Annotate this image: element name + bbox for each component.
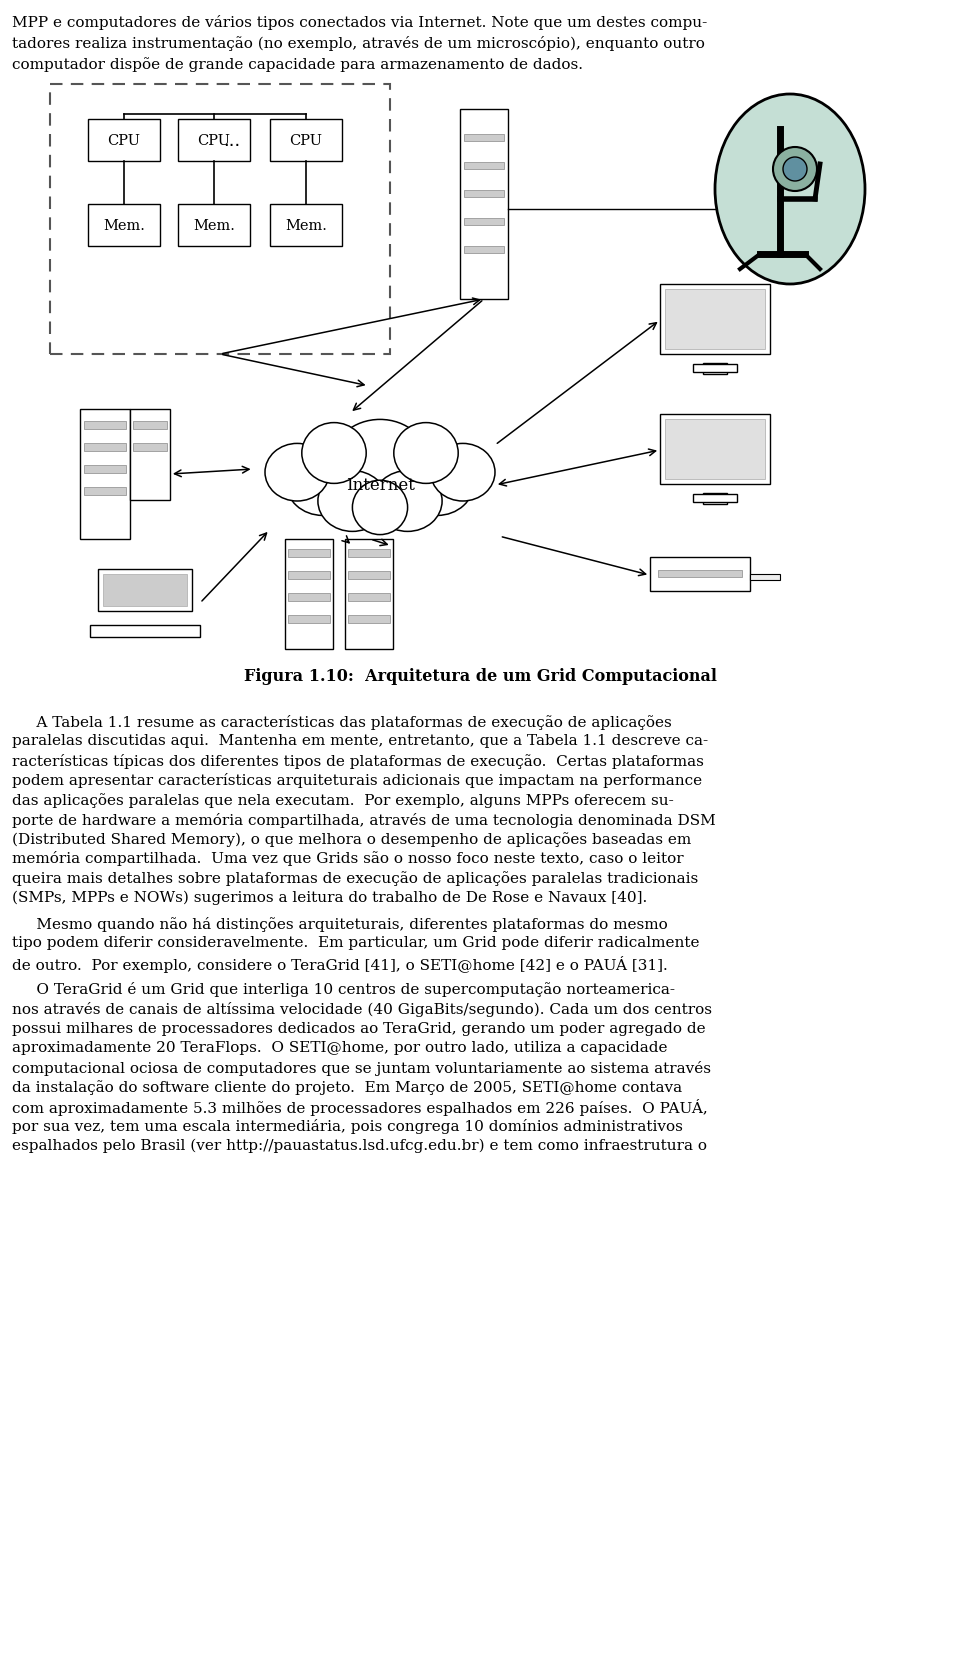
Bar [132, 443, 167, 452]
Text: ...: ... [224, 132, 241, 151]
Ellipse shape [400, 448, 474, 515]
Text: Mem.: Mem. [193, 219, 235, 233]
Text: paralelas discutidas aqui.  Mantenha em mente, entretanto, que a Tabela 1.1 desc: paralelas discutidas aqui. Mantenha em m… [12, 734, 708, 748]
Bar [464, 248, 504, 254]
Bar [270, 204, 342, 248]
Text: MPP e computadores de vários tipos conectados via Internet. Note que um destes c: MPP e computadores de vários tipos conec… [12, 15, 708, 30]
Text: computacional ociosa de computadores que se juntam voluntariamente ao sistema at: computacional ociosa de computadores que… [12, 1061, 711, 1074]
Bar [703, 365, 727, 375]
Text: CPU: CPU [108, 134, 140, 147]
Text: CPU: CPU [198, 134, 230, 147]
Bar [665, 289, 765, 350]
Text: A Tabela 1.1 resume as características das plataformas de execução de aplicações: A Tabela 1.1 resume as características d… [12, 714, 672, 729]
Text: (Distributed Shared Memory), o que melhora o desempenho de aplicações baseadas e: (Distributed Shared Memory), o que melho… [12, 831, 691, 847]
Text: de outro.  Por exemplo, considere o TeraGrid [41], o SETI@home [42] e o PAUÁ [31: de outro. Por exemplo, considere o TeraG… [12, 955, 668, 972]
Bar [660, 284, 770, 355]
Text: O TeraGrid é um Grid que interliga 10 centros de supercomputação norteamerica-: O TeraGrid é um Grid que interliga 10 ce… [12, 982, 675, 997]
Bar [750, 576, 780, 581]
Text: das aplicações paralelas que nela executam.  Por exemplo, alguns MPPs oferecem s: das aplicações paralelas que nela execut… [12, 793, 674, 808]
Text: da instalação do software cliente do projeto.  Em Março de 2005, SETI@home conta: da instalação do software cliente do pro… [12, 1079, 683, 1094]
Text: Mem.: Mem. [285, 219, 327, 233]
Text: Mem.: Mem. [103, 219, 145, 233]
Circle shape [783, 157, 807, 182]
Circle shape [773, 147, 817, 192]
Ellipse shape [715, 95, 865, 284]
Bar [464, 136, 504, 142]
Bar [178, 204, 250, 248]
Bar [464, 191, 504, 197]
Bar [84, 443, 126, 452]
Bar [288, 616, 330, 624]
Text: espalhados pelo Brasil (ver http://pauastatus.lsd.ufcg.edu.br) e tem como infrae: espalhados pelo Brasil (ver http://pauas… [12, 1138, 707, 1153]
Bar [660, 415, 770, 485]
Text: racterísticas típicas dos diferentes tipos de plataformas de execução.  Certas p: racterísticas típicas dos diferentes tip… [12, 753, 704, 768]
Bar [345, 540, 393, 649]
Bar [464, 219, 504, 226]
Text: Mesmo quando não há distinções arquiteturais, diferentes plataformas do mesmo: Mesmo quando não há distinções arquitetu… [12, 917, 668, 932]
Ellipse shape [301, 423, 366, 483]
Bar [693, 495, 737, 502]
Bar [90, 626, 200, 637]
Bar [650, 557, 750, 592]
Bar [288, 594, 330, 602]
Bar [464, 162, 504, 171]
Text: Figura 1.10:  Arquitetura de um Grid Computacional: Figura 1.10: Arquitetura de um Grid Comp… [244, 668, 716, 684]
Bar [348, 572, 390, 579]
Ellipse shape [352, 480, 408, 535]
Text: tadores realiza instrumentação (no exemplo, através de um microscópio), enquanto: tadores realiza instrumentação (no exemp… [12, 37, 705, 50]
Ellipse shape [373, 472, 443, 532]
Bar [130, 410, 170, 500]
Text: tipo podem diferir consideravelmente.  Em particular, um Grid pode diferir radic: tipo podem diferir consideravelmente. Em… [12, 935, 700, 950]
Bar [288, 550, 330, 557]
Bar [103, 574, 187, 607]
Bar [348, 550, 390, 557]
Bar [693, 365, 737, 373]
Bar [665, 420, 765, 480]
Text: computador dispõe de grande capacidade para armazenamento de dados.: computador dispõe de grande capacidade p… [12, 57, 583, 72]
Text: CPU: CPU [290, 134, 323, 147]
Text: com aproximadamente 5.3 milhões de processadores espalhados em 226 países.  O PA: com aproximadamente 5.3 milhões de proce… [12, 1099, 708, 1116]
Text: Internet: Internet [346, 477, 415, 494]
Ellipse shape [265, 443, 329, 502]
Bar [80, 410, 130, 540]
Ellipse shape [431, 443, 495, 502]
Bar [50, 85, 390, 355]
Bar [84, 465, 126, 473]
Bar [285, 540, 333, 649]
Bar [348, 594, 390, 602]
Text: por sua vez, tem uma escala intermediária, pois congrega 10 domínios administrat: por sua vez, tem uma escala intermediári… [12, 1118, 683, 1133]
Bar [178, 120, 250, 162]
Bar [84, 422, 126, 430]
Bar [84, 489, 126, 495]
Bar [348, 616, 390, 624]
Text: queira mais detalhes sobre plataformas de execução de aplicações paralelas tradi: queira mais detalhes sobre plataformas d… [12, 870, 698, 885]
Bar [460, 110, 508, 299]
Bar [658, 570, 742, 577]
Bar [270, 120, 342, 162]
Bar [132, 422, 167, 430]
Text: porte de hardware a memória compartilhada, através de uma tecnologia denominada : porte de hardware a memória compartilhad… [12, 811, 716, 826]
Ellipse shape [286, 448, 359, 515]
Text: nos através de canais de altíssima velocidade (40 GigaBits/segundo). Cada um dos: nos através de canais de altíssima veloc… [12, 1002, 712, 1017]
Ellipse shape [332, 420, 428, 504]
Bar [88, 204, 160, 248]
Bar [98, 570, 192, 612]
Ellipse shape [394, 423, 458, 483]
Bar [88, 120, 160, 162]
Bar [703, 494, 727, 505]
Text: aproximadamente 20 TeraFlops.  O SETI@home, por outro lado, utiliza a capacidade: aproximadamente 20 TeraFlops. O SETI@hom… [12, 1041, 667, 1054]
Text: possui milhares de processadores dedicados ao TeraGrid, gerando um poder agregad: possui milhares de processadores dedicad… [12, 1021, 706, 1036]
Bar [288, 572, 330, 579]
Text: (SMPs, MPPs e NOWs) sugerimos a leitura do trabalho de De Rose e Navaux [40].: (SMPs, MPPs e NOWs) sugerimos a leitura … [12, 890, 647, 905]
Ellipse shape [318, 472, 387, 532]
Text: podem apresentar características arquiteturais adicionais que impactam na perfor: podem apresentar características arquite… [12, 773, 702, 788]
Text: memória compartilhada.  Uma vez que Grids são o nosso foco neste texto, caso o l: memória compartilhada. Uma vez que Grids… [12, 852, 684, 867]
